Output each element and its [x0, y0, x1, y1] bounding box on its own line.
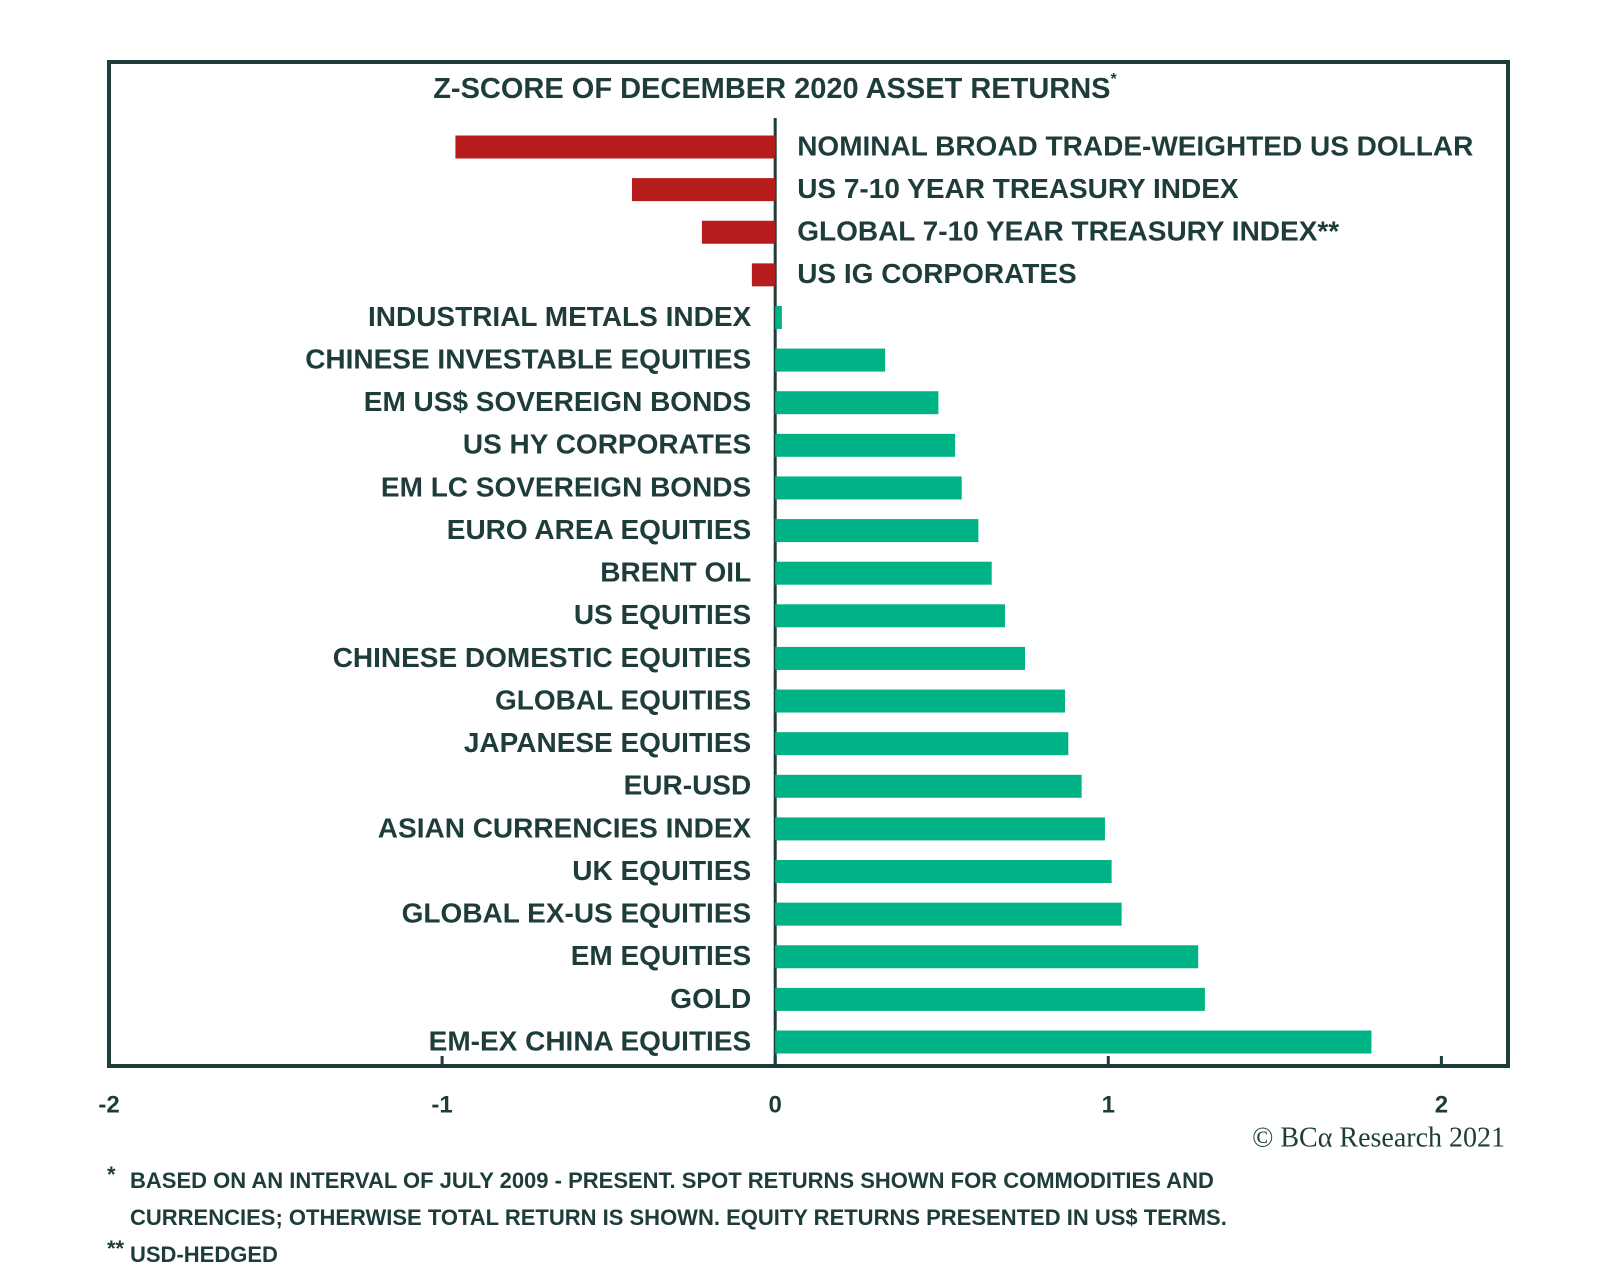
category-label: EUR-USD: [624, 770, 752, 801]
category-label: BRENT OIL: [600, 557, 751, 588]
x-tick-label: -1: [431, 1091, 452, 1118]
category-label: US IG CORPORATES: [797, 258, 1077, 289]
bar: [775, 519, 979, 543]
bar: [775, 1030, 1372, 1054]
category-label: CHINESE INVESTABLE EQUITIES: [305, 343, 751, 374]
note-mark: **: [107, 1236, 125, 1261]
category-label: INDUSTRIAL METALS INDEX: [368, 301, 752, 332]
note-text: BASED ON AN INTERVAL OF JULY 2009 - PRES…: [130, 1168, 1214, 1193]
category-label: GLOBAL EX-US EQUITIES: [402, 898, 752, 929]
frame: [107, 60, 1510, 1068]
category-label: JAPANESE EQUITIES: [464, 727, 751, 758]
category-label: EM-EX CHINA EQUITIES: [429, 1025, 752, 1056]
credit: © BCα Research 2021: [1252, 1122, 1505, 1153]
bar: [751, 263, 776, 287]
x-tick-label: 1: [1102, 1091, 1115, 1118]
category-label: US EQUITIES: [574, 599, 751, 630]
bar: [631, 178, 776, 202]
category-label: GLOBAL EQUITIES: [495, 684, 751, 715]
bar: [775, 732, 1069, 756]
bar: [775, 348, 886, 372]
bar: [775, 604, 1006, 628]
category-label: EM EQUITIES: [571, 940, 751, 971]
x-tick-label: 2: [1435, 1091, 1448, 1118]
category-label: US HY CORPORATES: [463, 429, 751, 460]
category-label: GOLD: [670, 983, 751, 1014]
bar: [775, 945, 1199, 969]
category-label: CHINESE DOMESTIC EQUITIES: [333, 642, 752, 673]
title-mark: *: [1111, 71, 1118, 88]
category-label: EM US$ SOVEREIGN BONDS: [364, 386, 751, 417]
bar: [775, 646, 1026, 670]
bar: [775, 902, 1122, 926]
category-label: UK EQUITIES: [572, 855, 751, 886]
bar: [701, 220, 776, 244]
category-label: EURO AREA EQUITIES: [447, 514, 751, 545]
note-text: CURRENCIES; OTHERWISE TOTAL RETURN IS SH…: [130, 1205, 1227, 1230]
chart-title: Z-SCORE OF DECEMBER 2020 ASSET RETURNS*: [433, 71, 1117, 104]
category-label: US 7-10 YEAR TREASURY INDEX: [797, 173, 1239, 204]
category-label: EM LC SOVEREIGN BONDS: [381, 471, 751, 502]
category-label: NOMINAL BROAD TRADE-WEIGHTED US DOLLAR: [797, 130, 1473, 161]
bar: [775, 987, 1205, 1011]
category-label: ASIAN CURRENCIES INDEX: [378, 812, 752, 843]
title-text: Z-SCORE OF DECEMBER 2020 ASSET RETURNS: [433, 73, 1110, 105]
bar: [775, 774, 1082, 798]
bar: [455, 135, 776, 159]
bar: [775, 476, 962, 500]
bar: [775, 689, 1065, 713]
bar: [775, 817, 1105, 841]
bar: [775, 433, 956, 457]
category-label: GLOBAL 7-10 YEAR TREASURY INDEX**: [797, 216, 1339, 247]
note-mark: *: [107, 1162, 116, 1187]
bar: [775, 305, 782, 329]
note-text: USD-HEDGED: [130, 1242, 278, 1267]
bar: [775, 561, 992, 585]
bar: [775, 391, 939, 415]
bar: [775, 860, 1112, 884]
x-tick-label: 0: [769, 1091, 782, 1118]
x-tick-label: -2: [98, 1091, 119, 1118]
